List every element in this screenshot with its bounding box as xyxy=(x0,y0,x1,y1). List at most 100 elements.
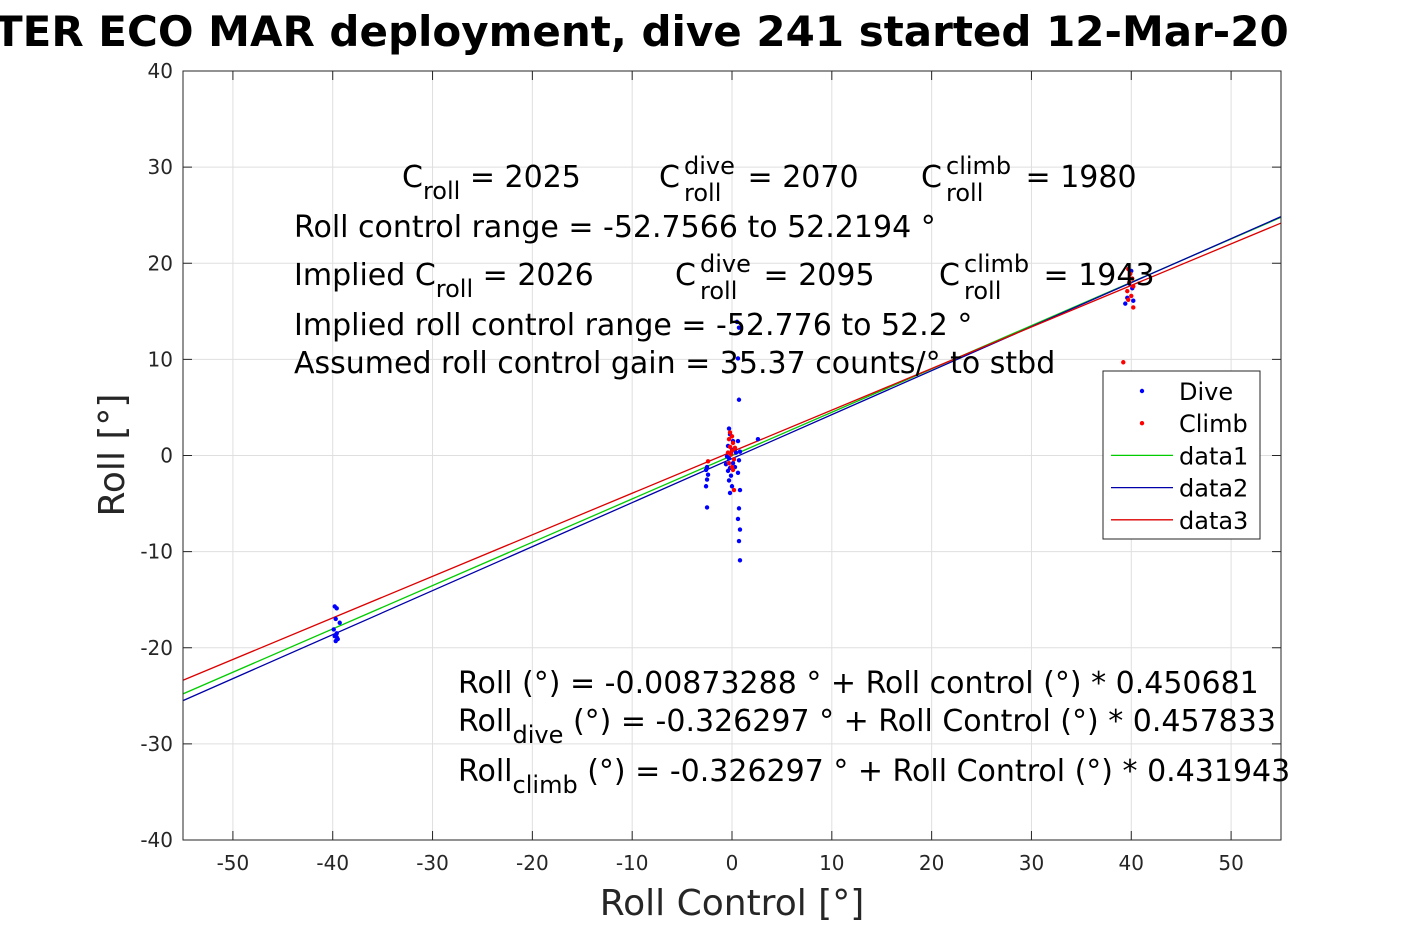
fit-all-equation: Roll (°) = -0.00873288 ° + Roll control … xyxy=(458,666,1259,701)
legend-label-data2: data2 xyxy=(1179,475,1248,503)
point-climb xyxy=(1131,305,1136,310)
point-dive xyxy=(735,438,741,444)
point-climb xyxy=(731,487,737,493)
y-tick-label: -40 xyxy=(140,828,173,852)
point-climb xyxy=(1128,271,1133,277)
x-tick-label: -30 xyxy=(416,851,449,875)
point-climb xyxy=(732,445,738,451)
point-dive xyxy=(736,458,742,463)
point-dive xyxy=(730,460,736,466)
x-tick-label: 20 xyxy=(919,851,944,875)
point-climb xyxy=(1121,360,1126,365)
point-dive xyxy=(337,620,342,625)
point-dive xyxy=(1123,301,1128,306)
point-dive xyxy=(703,467,709,473)
point-dive xyxy=(704,477,710,482)
point-climb xyxy=(725,450,731,455)
y-axis-label: Roll [°] xyxy=(92,394,133,517)
y-tick-label: -20 xyxy=(140,636,173,660)
y-tick-label: 10 xyxy=(148,347,173,371)
point-dive xyxy=(737,558,743,563)
point-dive xyxy=(334,634,339,640)
chart-title: TER ECO MAR deployment, dive 241 started… xyxy=(0,7,1289,56)
point-dive xyxy=(729,484,735,489)
point-dive xyxy=(705,472,711,477)
x-axis-label: Roll Control [°] xyxy=(600,883,865,924)
x-tick-label: -50 xyxy=(217,851,250,875)
y-axis-ticks: -40 -30 -20 -10 0 10 20 30 40 xyxy=(140,59,1281,852)
legend-label-dive: Dive xyxy=(1179,378,1233,406)
point-climb xyxy=(1127,280,1132,285)
x-tick-label: 10 xyxy=(819,851,844,875)
point-climb xyxy=(730,440,736,446)
point-climb xyxy=(1126,266,1131,272)
point-dive xyxy=(726,426,732,431)
point-climb xyxy=(1126,297,1131,302)
point-dive xyxy=(724,454,730,459)
y-tick-label: 20 xyxy=(148,251,173,275)
legend-label-data1: data1 xyxy=(1179,442,1248,470)
control-gain: Assumed roll control gain = 35.37 counts… xyxy=(294,346,1055,381)
point-climb xyxy=(726,436,732,442)
point-dive xyxy=(735,356,741,361)
legend-label-climb: Climb xyxy=(1179,410,1248,438)
point-dive xyxy=(737,487,743,493)
point-dive xyxy=(331,627,336,632)
point-dive xyxy=(726,478,732,483)
point-climb xyxy=(729,448,735,453)
point-dive xyxy=(333,616,338,622)
point-dive xyxy=(725,468,731,474)
point-climb xyxy=(705,459,711,464)
point-climb xyxy=(731,457,737,462)
point-dive xyxy=(733,450,739,455)
legend: Dive Climb data1 data2 data3 xyxy=(1102,370,1261,540)
legend-marker-climb xyxy=(1139,421,1145,426)
scatter-points xyxy=(331,266,1136,644)
point-dive xyxy=(736,506,742,511)
point-dive xyxy=(755,436,761,442)
x-axis-ticks: -50 -40 -30 -20 -10 0 10 20 30 40 50 xyxy=(217,71,1244,875)
x-tick-label: 50 xyxy=(1218,851,1243,875)
point-climb xyxy=(727,430,733,435)
point-dive xyxy=(728,473,734,478)
point-climb xyxy=(1125,288,1130,294)
point-dive xyxy=(334,606,339,611)
x-tick-label: 0 xyxy=(726,851,739,875)
point-climb xyxy=(1130,276,1135,281)
point-dive xyxy=(703,484,709,489)
implied-range: Implied roll control range = -52.776 to … xyxy=(294,308,972,343)
point-dive xyxy=(736,325,742,330)
legend-marker-dive xyxy=(1139,388,1145,394)
fit-dive-equation: Rolldive (°) = -0.326297 ° + Roll Contro… xyxy=(458,704,1276,749)
point-dive xyxy=(736,538,742,544)
point-climb xyxy=(1129,293,1134,299)
point-dive xyxy=(735,470,741,476)
point-climb xyxy=(729,434,735,439)
point-dive xyxy=(1131,298,1136,303)
fit-climb-equation: Rollclimb (°) = -0.326297 ° + Roll Contr… xyxy=(458,754,1290,799)
x-tick-label: -10 xyxy=(616,851,649,875)
x-tick-label: -20 xyxy=(516,851,549,875)
point-climb xyxy=(727,444,733,450)
point-dive xyxy=(704,505,710,510)
point-dive xyxy=(734,319,740,325)
point-dive xyxy=(737,449,743,454)
point-dive xyxy=(735,516,741,522)
y-tick-label: -10 xyxy=(140,540,173,564)
point-dive xyxy=(736,397,742,402)
point-dive xyxy=(737,527,743,532)
y-tick-label: 30 xyxy=(148,155,173,179)
legend-label-data3: data3 xyxy=(1179,507,1248,535)
x-tick-label: 40 xyxy=(1119,851,1144,875)
legend-items: Dive Climb data1 data2 data3 xyxy=(1111,378,1248,535)
point-climb xyxy=(726,460,732,466)
point-climb xyxy=(1131,284,1136,289)
point-dive xyxy=(727,490,733,496)
point-dive xyxy=(333,638,338,644)
x-tick-label: 30 xyxy=(1019,851,1044,875)
y-tick-label: -30 xyxy=(140,732,173,756)
